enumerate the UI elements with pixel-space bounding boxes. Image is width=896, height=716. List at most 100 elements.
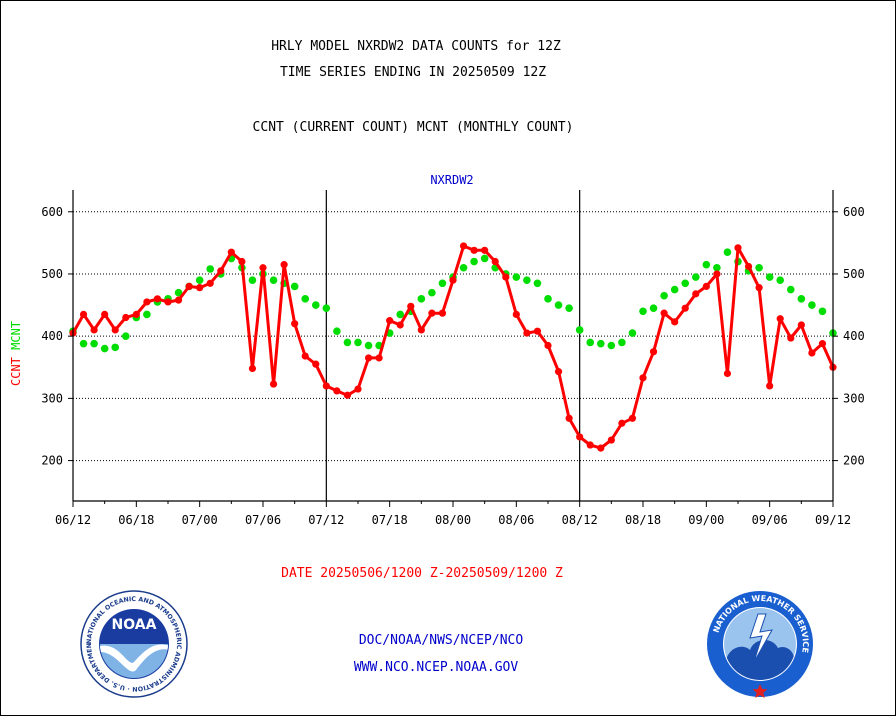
ccnt-point [428, 309, 436, 317]
ccnt-point [533, 327, 542, 335]
mcnt-point [786, 285, 795, 294]
mcnt-point [544, 295, 552, 303]
mcnt-point [438, 279, 447, 288]
mcnt-point [596, 339, 605, 348]
ccnt-point [660, 309, 668, 317]
ccnt-point [312, 360, 320, 368]
mcnt-point [512, 273, 521, 281]
mcnt-point [90, 339, 98, 348]
website-link[interactable]: WWW.NCO.NCEP.NOAA.GOV [353, 660, 519, 675]
mcnt-point [480, 254, 489, 263]
ccnt-point [132, 310, 140, 318]
mcnt-point [354, 338, 362, 347]
ccnt-point [333, 387, 341, 395]
ccnt-point [502, 273, 510, 281]
ccnt-point [185, 282, 193, 291]
mcnt-point [660, 291, 668, 300]
mcnt-point [713, 263, 721, 272]
ccnt-point [386, 317, 394, 325]
series-ccnt [69, 242, 837, 452]
ccnt-point [618, 419, 626, 427]
mcnt-point [765, 273, 774, 281]
chart-header-line1: HRLY MODEL NXRDW2 DATA COUNTS for 12Z [271, 39, 561, 54]
mcnt-point [565, 304, 573, 312]
mcnt-point [649, 304, 658, 312]
y-tick-label-right: 300 [843, 391, 865, 405]
ccnt-point [744, 262, 753, 271]
y-tick-label: 300 [41, 391, 63, 405]
ccnt-point [692, 290, 700, 298]
ccnt-point [449, 276, 457, 284]
x-tick-label: 06/12 [55, 513, 91, 527]
axes [68, 190, 838, 507]
ccnt-point [671, 318, 679, 326]
ccnt-point [628, 414, 637, 422]
ccnt-point [227, 248, 235, 256]
y-tick-label: 400 [41, 329, 63, 343]
ccnt-point [238, 257, 246, 266]
mcnt-point [470, 257, 478, 266]
mcnt-point [618, 338, 626, 347]
mcnt-point [776, 276, 785, 284]
ccnt-point [787, 334, 795, 342]
ccnt-point [470, 246, 478, 254]
ccnt-point [259, 264, 267, 272]
mcnt-point [322, 304, 331, 312]
ccnt-point [174, 296, 183, 304]
mcnt-point [523, 276, 531, 284]
y-tick-label-right: 500 [843, 267, 865, 281]
ccnt-point [755, 284, 763, 292]
mcnt-point [586, 338, 595, 347]
y-tick-label: 500 [41, 267, 63, 281]
mcnt-point [301, 295, 310, 303]
ccnt-point [153, 295, 162, 303]
mcnt-point [269, 276, 278, 284]
ccnt-point [481, 246, 489, 254]
ccnt-point [269, 380, 278, 388]
y-tick-label-right: 200 [843, 454, 865, 468]
ccnt-point [396, 321, 404, 329]
ccnt-point [301, 352, 309, 360]
x-tick-label: 08/18 [625, 513, 661, 527]
series-layer [69, 242, 837, 452]
ccnt-point [322, 382, 330, 390]
chart-header-line3: CCNT (CURRENT COUNT) MCNT (MONTHLY COUNT… [252, 120, 574, 135]
mcnt-point [755, 263, 763, 272]
date-range-label: DATE 20250506/1200 Z-20250509/1200 Z [281, 566, 563, 581]
x-tick-label: 07/12 [308, 513, 344, 527]
ccnt-point [79, 310, 88, 318]
ccnt-point [554, 368, 563, 376]
mcnt-point [311, 301, 320, 309]
mcnt-point [554, 301, 563, 309]
mcnt-point [333, 327, 341, 335]
ccnt-point [512, 310, 520, 318]
mcnt-point [428, 288, 436, 297]
ccnt-point [90, 326, 98, 334]
ccnt-point [723, 369, 732, 378]
mcnt-point [797, 295, 806, 303]
y-tick-label: 200 [41, 454, 63, 468]
ccnt-point [797, 321, 805, 329]
ccnt-point [206, 279, 214, 287]
mcnt-point [818, 307, 827, 316]
chart-title: NXRDW2 [430, 173, 473, 187]
mcnt-point [121, 332, 130, 340]
mcnt-point [343, 338, 352, 347]
axis-labels: 200 200 300 300 400 400 500 500 600 600 06/12 06/18… [9, 173, 865, 527]
ccnt-point [217, 267, 225, 275]
ccnt-point [111, 326, 119, 334]
mcnt-point [607, 341, 616, 350]
ccnt-point [639, 374, 647, 382]
mcnt-point [364, 341, 373, 350]
ccnt-point [354, 385, 362, 393]
mcnt-point [290, 282, 299, 291]
ccnt-point [407, 302, 415, 310]
mcnt-point [723, 248, 732, 256]
mcnt-point [100, 344, 109, 353]
mcnt-point [143, 310, 151, 319]
y-axis-label-mcnt: MCNT [9, 321, 23, 357]
nws-logo: NATIONAL WEATHER SERVICE [707, 591, 813, 698]
y-tick-label-right: 600 [843, 205, 865, 219]
mcnt-point [575, 326, 584, 334]
